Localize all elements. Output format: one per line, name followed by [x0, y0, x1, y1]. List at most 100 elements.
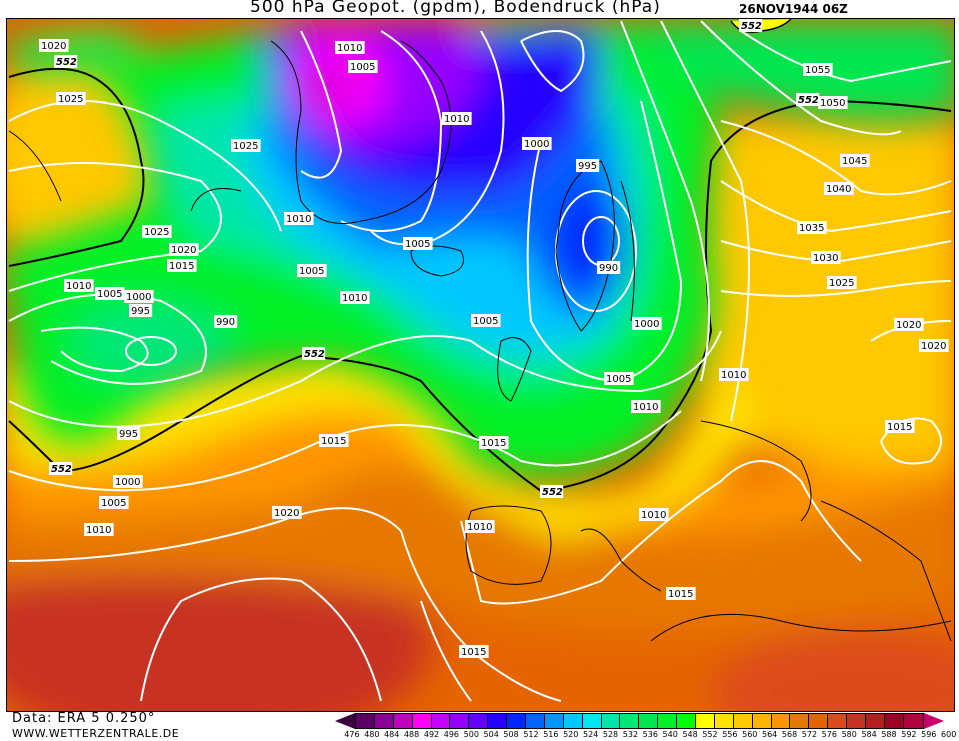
colorbar-cell [733, 714, 753, 728]
colorbar-tick-label: 600 [941, 730, 957, 739]
svg-text:1050: 1050 [820, 98, 845, 109]
isobar-label: 1015 [167, 259, 197, 272]
isobar-label: 1025 [231, 139, 261, 152]
colorbar-cell [544, 714, 564, 728]
reference-contour-label: 552 [54, 55, 78, 68]
isobar-label: 1000 [632, 317, 662, 330]
isobar-label: 1000 [113, 475, 143, 488]
isobar-label: 1010 [631, 400, 661, 413]
reference-contour-label: 552 [49, 462, 73, 475]
svg-text:552: 552 [304, 349, 325, 360]
colorbar-cell [393, 714, 413, 728]
svg-text:990: 990 [599, 263, 618, 274]
colorbar-tick-label: 560 [742, 730, 758, 739]
colorbar-cell [507, 714, 527, 728]
isobar-label: 1010 [84, 523, 114, 536]
isobar-label: 1050 [818, 96, 848, 109]
isobar-label: 1020 [272, 506, 302, 519]
isobar-label: 1055 [803, 63, 833, 76]
colorbar-tick-label: 512 [523, 730, 539, 739]
svg-text:1055: 1055 [805, 65, 830, 76]
colorbar-cell [658, 714, 678, 728]
svg-text:552: 552 [798, 95, 819, 106]
reference-contour-label: 552 [302, 347, 326, 360]
colorbar-cell [374, 714, 394, 728]
colorbar-cell [356, 714, 375, 728]
svg-text:1020: 1020 [171, 245, 196, 256]
isobar-label: 1005 [297, 264, 327, 277]
colorbar-cells [355, 713, 924, 729]
colorbar-tick-label: 532 [622, 730, 639, 739]
colorbar-over-arrow [923, 713, 944, 729]
colorbar-cell [903, 714, 923, 728]
svg-text:1005: 1005 [473, 316, 498, 327]
isobar-label: 1010 [284, 212, 314, 225]
svg-text:1000: 1000 [115, 477, 140, 488]
colorbar-cell [526, 714, 545, 728]
colorbar-tick-label: 496 [443, 730, 460, 739]
svg-text:1005: 1005 [606, 374, 631, 385]
colorbar-tick-label: 484 [384, 730, 400, 739]
colorbar-tick-label: 500 [463, 730, 479, 739]
isobar-label: 1020 [169, 243, 199, 256]
svg-text:1010: 1010 [286, 214, 311, 225]
isobar-label: 1025 [142, 225, 172, 238]
isobar-label: 1010 [64, 279, 94, 292]
svg-text:1020: 1020 [41, 41, 66, 52]
isobar-label: 1015 [666, 587, 696, 600]
colorbar-tick-label: 596 [921, 730, 937, 739]
svg-text:1005: 1005 [405, 239, 430, 250]
svg-text:1000: 1000 [524, 139, 549, 150]
colorbar-cell [620, 714, 640, 728]
colorbar-tick-label: 580 [841, 730, 857, 739]
svg-text:995: 995 [119, 429, 138, 440]
colorbar-cell [639, 714, 659, 728]
isobar-label: 1010 [719, 368, 749, 381]
isobar-label: 1015 [885, 420, 915, 433]
svg-text:552: 552 [51, 464, 72, 475]
colorbar-cell [790, 714, 810, 728]
svg-text:1010: 1010 [444, 114, 469, 125]
isobar-label: 1010 [639, 508, 669, 521]
svg-text:552: 552 [56, 57, 77, 68]
reference-contour-label: 552 [739, 19, 763, 32]
svg-text:1030: 1030 [813, 253, 838, 264]
svg-text:1015: 1015 [461, 647, 486, 658]
colorbar-cell [714, 714, 734, 728]
isobar-label: 1005 [471, 314, 501, 327]
colorbar-cell [488, 714, 508, 728]
colorbar-tick-label: 572 [801, 730, 818, 739]
svg-text:1010: 1010 [721, 370, 746, 381]
colorbar-tick-label: 568 [781, 730, 798, 739]
colorbar-cell [809, 714, 829, 728]
isobar-label: 1025 [827, 276, 857, 289]
colorbar-labels: 476 480 484 488 492 496 500 504 508 512 516 520 524 5… [342, 730, 959, 739]
colorbar-tick-label: 548 [682, 730, 698, 739]
svg-text:1020: 1020 [896, 320, 921, 331]
colorbar-cell [696, 714, 715, 728]
colorbar [335, 713, 944, 729]
svg-text:1005: 1005 [350, 62, 375, 73]
colorbar-tick-label: 488 [403, 730, 420, 739]
isobar-label: 1005 [99, 496, 129, 509]
colorbar-cell [582, 714, 602, 728]
colorbar-cell [469, 714, 489, 728]
colorbar-tick-label: 536 [642, 730, 658, 739]
isobar-label: 1005 [95, 287, 125, 300]
colorbar-tick-label: 564 [762, 730, 778, 739]
isobar-label: 1000 [124, 290, 154, 303]
colorbar-cell [752, 714, 772, 728]
colorbar-tick-label: 576 [821, 730, 837, 739]
isobar-label: 1045 [840, 154, 870, 167]
isobar-label: 1040 [824, 182, 854, 195]
svg-text:1010: 1010 [337, 43, 362, 54]
svg-text:1025: 1025 [233, 141, 258, 152]
isobar-label: 1005 [403, 237, 433, 250]
valid-datetime: 26NOV1944 06Z [739, 2, 848, 16]
isobar-label: 990 [214, 315, 238, 328]
svg-text:1025: 1025 [144, 227, 169, 238]
colorbar-cell [412, 714, 432, 728]
colorbar-tick-label: 492 [423, 730, 440, 739]
colorbar-cell [771, 714, 791, 728]
